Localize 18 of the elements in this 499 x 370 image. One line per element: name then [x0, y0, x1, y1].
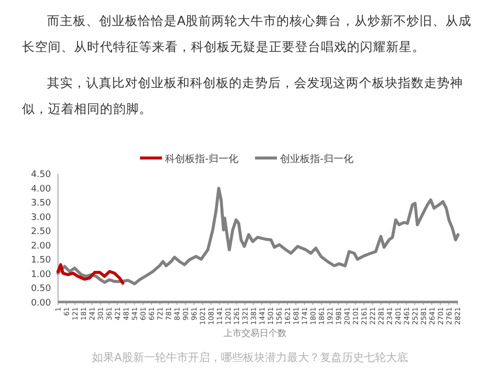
y-tick-label: 0.00 [30, 298, 52, 308]
y-tick-label: 3.50 [30, 198, 52, 209]
line-series [56, 263, 124, 285]
y-tick-label: 1.50 [30, 256, 52, 266]
y-tick-label: 3.00 [30, 212, 52, 223]
y-tick-label: 2.50 [30, 227, 52, 238]
y-tick-label: 4.00 [30, 184, 52, 194]
y-tick-label: 0.50 [30, 284, 52, 294]
x-axis-title: 上市交易日个数 [224, 328, 286, 339]
text: 如果A股新一轮牛市开启，哪些板块潜力最大？复盘历史七轮大底 [92, 351, 408, 364]
y-tick-label: 4.50 [30, 170, 52, 180]
y-tick-label: 1.00 [30, 270, 52, 280]
legend-label: 创业板指-归一化 [280, 153, 354, 165]
text: 而主板、创业板恰恰是A股前两轮大牛市的核心舞台，从炒新不炒旧、从成长空间、从时代特征等来看，科创板无疑是正要登台唱戏的闪耀新星。 [22, 12, 472, 56]
legend-label: 科创板指-归一化 [165, 153, 239, 165]
y-tick-label: 2.00 [30, 241, 52, 252]
text: 其实，认真比对创业板和科创板的走势后，会发现这两个板块指数走势神似，迈着相同的韵脚。 [22, 74, 464, 118]
line-series [56, 186, 460, 286]
